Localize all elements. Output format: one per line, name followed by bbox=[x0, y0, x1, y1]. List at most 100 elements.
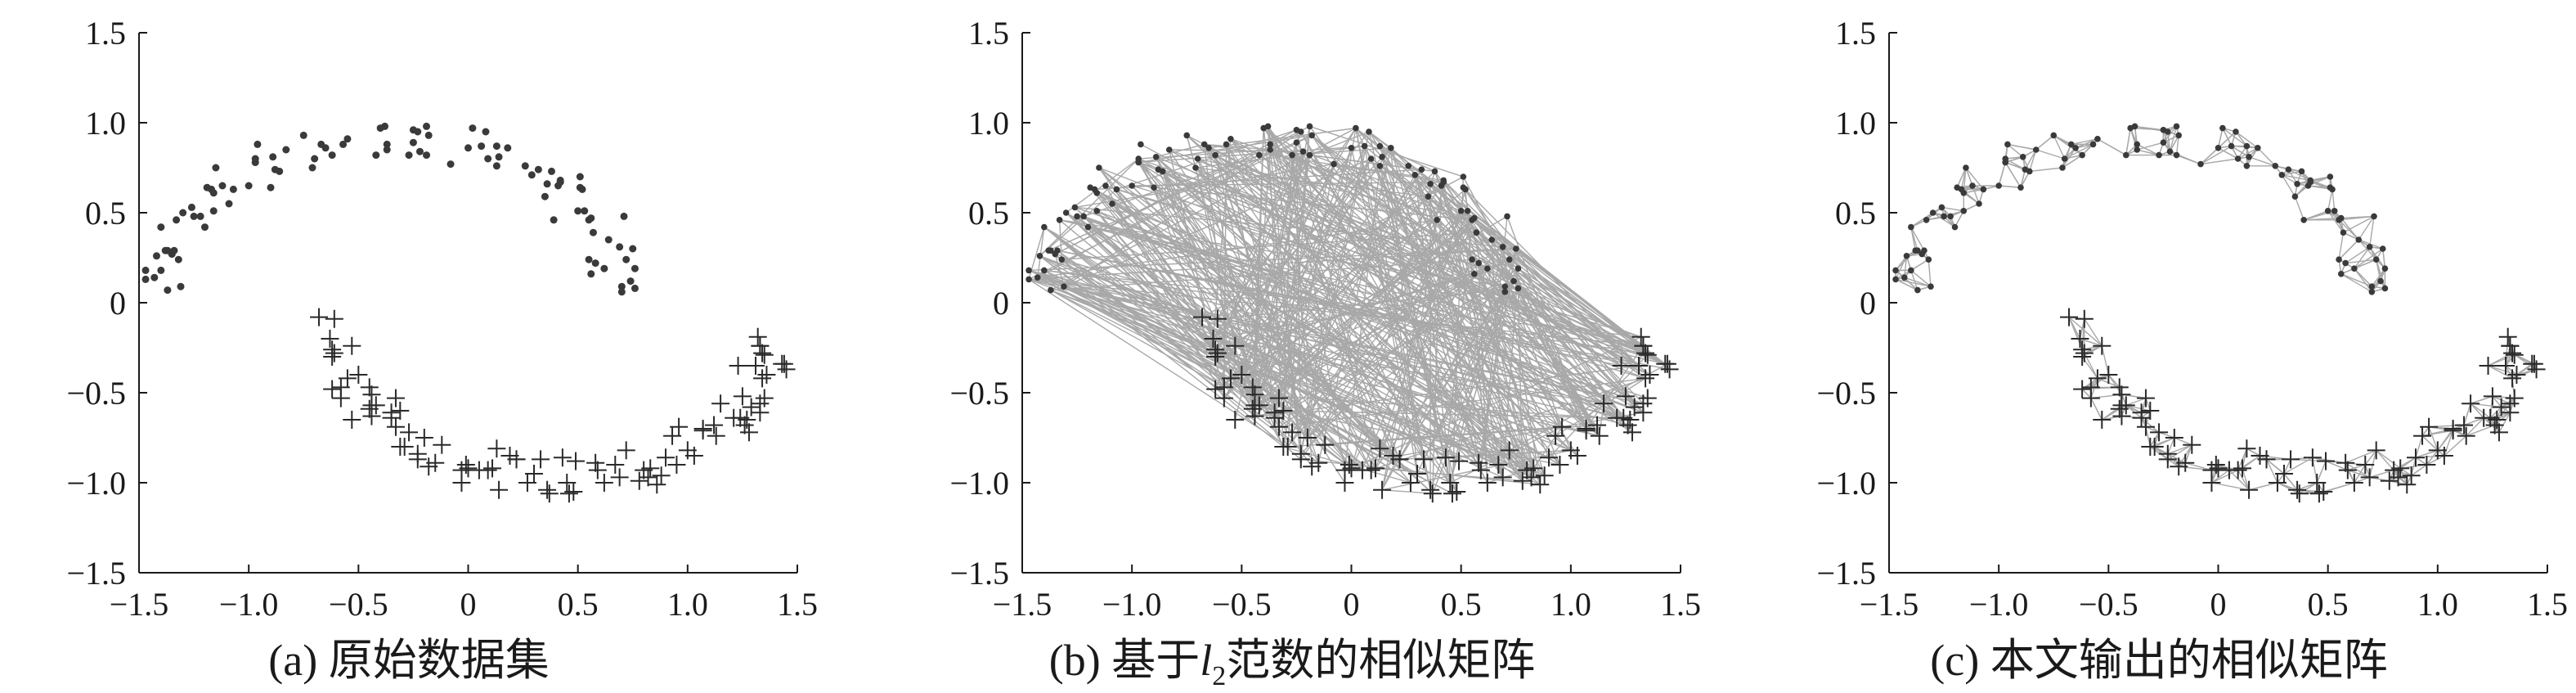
edge bbox=[1217, 151, 1304, 353]
data-point-dot bbox=[2123, 151, 2129, 159]
data-point-dot bbox=[1512, 245, 1519, 252]
x-tick-label: 1.5 bbox=[777, 586, 818, 623]
data-point-dot bbox=[2371, 213, 2377, 220]
data-point-dot bbox=[2160, 139, 2167, 146]
data-point-dot bbox=[1348, 145, 1355, 151]
edge bbox=[1138, 158, 1242, 376]
panel-b: −1.5 −1.0 −0.5 0 0.5 1.0 1.5 1.5 1.0 0.5 0 −0.5 −1.0… bbox=[883, 0, 1701, 693]
data-point-dot bbox=[2355, 236, 2363, 243]
data-point-dot bbox=[179, 209, 187, 217]
data-point-dot bbox=[383, 140, 391, 148]
data-point-plus bbox=[1631, 327, 1650, 346]
data-point-plus bbox=[588, 461, 607, 479]
data-point-dot bbox=[1501, 283, 1509, 290]
y-tick-label: 0 bbox=[993, 285, 1009, 322]
similarity-edges bbox=[1895, 125, 2538, 494]
data-point-dot bbox=[2337, 271, 2345, 277]
edge bbox=[1230, 138, 1451, 484]
data-point-dot bbox=[2019, 154, 2026, 160]
data-point-dot bbox=[589, 228, 597, 236]
edge bbox=[1213, 286, 1506, 340]
data-point-dot bbox=[254, 140, 262, 148]
edge bbox=[2097, 138, 2127, 156]
edge bbox=[1462, 176, 1600, 437]
data-point-plus bbox=[1340, 456, 1358, 474]
data-point-plus bbox=[1371, 439, 1389, 458]
x-tick-label: −1.0 bbox=[1969, 586, 2029, 623]
data-point-dot bbox=[218, 182, 227, 190]
edge bbox=[2368, 450, 2377, 478]
data-point-dot bbox=[1947, 213, 1954, 220]
data-point-plus bbox=[711, 394, 730, 413]
data-point-dot bbox=[1361, 142, 1368, 150]
x-tick-label: −0.5 bbox=[1212, 586, 1272, 623]
edge bbox=[2007, 143, 2036, 151]
data-point-plus bbox=[705, 416, 724, 434]
data-point-dot bbox=[2228, 142, 2235, 150]
edge bbox=[2327, 210, 2345, 233]
edge bbox=[2136, 143, 2160, 156]
data-point-plus bbox=[1298, 429, 1317, 447]
edge bbox=[2294, 196, 2304, 221]
data-point-plus bbox=[452, 474, 471, 492]
data-point-dot bbox=[534, 165, 542, 173]
edge bbox=[1311, 134, 1627, 397]
edge bbox=[1368, 131, 1644, 347]
edge bbox=[1098, 167, 1447, 458]
data-point-plus bbox=[1449, 452, 1468, 470]
edge bbox=[2354, 246, 2371, 269]
data-point-plus bbox=[1206, 348, 1225, 366]
edge bbox=[1254, 394, 1631, 421]
edge bbox=[2437, 428, 2454, 451]
edge bbox=[2282, 170, 2302, 176]
edge bbox=[1379, 146, 1556, 437]
edge bbox=[1504, 291, 1644, 413]
data-point-plus bbox=[1577, 420, 1595, 438]
edge bbox=[2304, 217, 2341, 221]
data-point-plus bbox=[386, 389, 405, 407]
edge bbox=[1252, 210, 1469, 410]
x-tick-label: −1.5 bbox=[993, 586, 1052, 623]
edge bbox=[1309, 125, 1464, 178]
edge bbox=[1282, 169, 1422, 412]
edge bbox=[1162, 171, 1363, 470]
edge bbox=[2421, 426, 2430, 437]
data-point-dot bbox=[1963, 164, 1969, 171]
edge bbox=[2283, 459, 2291, 475]
data-point-plus bbox=[1204, 330, 1223, 348]
edge bbox=[2444, 435, 2467, 457]
edge bbox=[1965, 167, 1984, 190]
edge bbox=[2265, 459, 2278, 484]
data-point-plus bbox=[532, 450, 550, 469]
edge bbox=[2231, 146, 2250, 158]
data-point-dot bbox=[409, 138, 417, 146]
data-point-dot bbox=[2131, 123, 2138, 130]
data-point-plus bbox=[2073, 380, 2092, 398]
data-point-dot bbox=[2342, 259, 2349, 267]
data-point-dot bbox=[1096, 164, 1102, 171]
data-point-dot bbox=[2094, 136, 2101, 142]
edge bbox=[2299, 482, 2318, 494]
data-point-plus bbox=[360, 399, 379, 418]
edge bbox=[1291, 155, 1346, 470]
y-tick-label: 1.5 bbox=[1835, 15, 1876, 52]
edge bbox=[2470, 403, 2484, 419]
edge bbox=[2369, 469, 2394, 479]
data-point-dot bbox=[1025, 267, 1032, 274]
y-tick-label: −1.0 bbox=[66, 465, 126, 502]
data-point-plus bbox=[2183, 435, 2201, 454]
data-point-dot bbox=[527, 171, 536, 179]
data-point-plus bbox=[2060, 308, 2079, 326]
edge bbox=[1295, 129, 1376, 469]
x-tick-label: 0.5 bbox=[2308, 586, 2349, 623]
edge bbox=[2345, 246, 2371, 264]
edge bbox=[2376, 259, 2386, 289]
data-point-dot bbox=[321, 144, 330, 152]
data-point-plus bbox=[2141, 438, 2160, 456]
edge bbox=[1029, 248, 1516, 272]
edge bbox=[1138, 161, 1650, 376]
y-tick-label: −0.5 bbox=[1816, 375, 1876, 412]
x-tick-label: 0.5 bbox=[558, 586, 599, 623]
data-point-dot bbox=[1306, 151, 1313, 159]
edge bbox=[2343, 215, 2375, 233]
